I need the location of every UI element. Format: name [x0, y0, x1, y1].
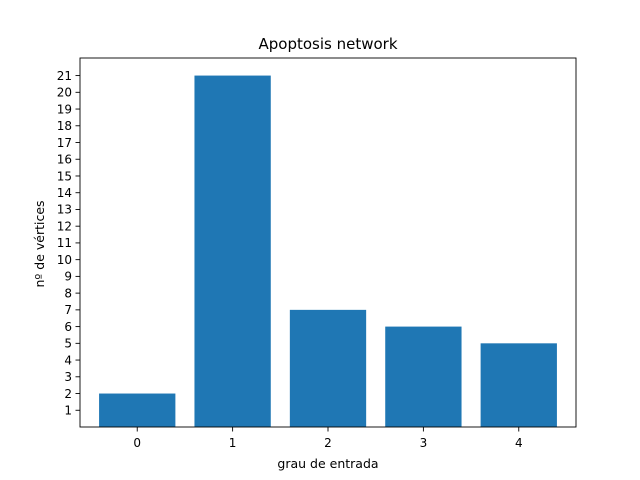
- x-tick-label: 3: [420, 436, 428, 450]
- x-tick-label: 2: [324, 436, 332, 450]
- y-tick-label: 13: [57, 203, 72, 217]
- bar-1: [194, 75, 271, 428]
- y-tick-label: 21: [57, 69, 72, 83]
- y-tick-label: 5: [64, 337, 72, 351]
- x-axis-label: grau de entrada: [277, 456, 378, 471]
- y-tick-label: 17: [57, 136, 72, 150]
- plot-frame: [79, 57, 577, 428]
- x-tick-label: 0: [133, 436, 141, 450]
- y-tick-label: 3: [64, 370, 72, 384]
- y-tick-label: 7: [64, 303, 72, 317]
- y-tick-label: 9: [64, 270, 72, 284]
- y-tick-label: 8: [64, 286, 72, 300]
- y-tick-label: 15: [57, 169, 72, 183]
- chart-title: Apoptosis network: [258, 35, 397, 53]
- y-tick-label: 19: [57, 102, 72, 116]
- y-tick-label: 12: [57, 219, 72, 233]
- x-tick-label: 4: [515, 436, 523, 450]
- y-tick-label: 1: [64, 404, 72, 418]
- y-tick-label: 18: [57, 119, 72, 133]
- bar-2: [289, 309, 367, 427]
- y-tick-label: 6: [64, 320, 72, 334]
- y-tick-label: 11: [57, 236, 72, 250]
- bar-3: [385, 326, 462, 427]
- y-tick-label: 14: [57, 186, 72, 200]
- y-tick-label: 4: [64, 353, 72, 367]
- bar-0: [99, 393, 176, 427]
- x-tick-label: 1: [229, 436, 237, 450]
- bar-4: [480, 343, 557, 427]
- y-tick-label: 20: [57, 86, 72, 100]
- y-tick-label: 10: [57, 253, 72, 267]
- bars-group: [99, 75, 557, 428]
- x-axis: 0 1 2 3 4: [133, 427, 523, 450]
- y-axis-label: nº de vértices: [32, 200, 47, 287]
- y-tick-label: 2: [64, 387, 72, 401]
- y-tick-label: 16: [57, 153, 72, 167]
